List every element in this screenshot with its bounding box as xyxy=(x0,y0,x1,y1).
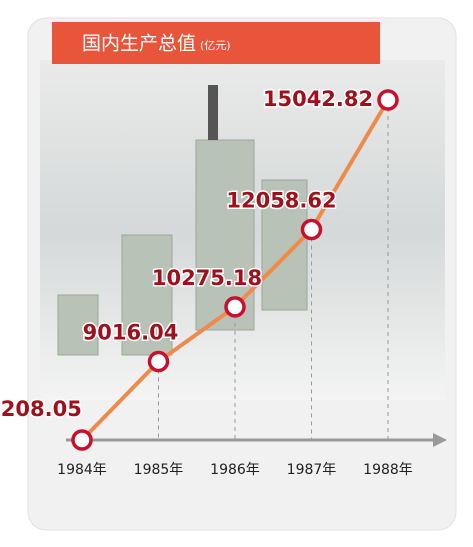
point xyxy=(300,218,323,241)
x-tick-label: 1984年 xyxy=(57,462,107,478)
point xyxy=(71,429,93,451)
point xyxy=(377,89,399,111)
unit: (亿元) xyxy=(200,39,231,52)
value-label: 7208.05 xyxy=(0,397,82,421)
point xyxy=(224,296,246,318)
value-label: 12058.62 xyxy=(226,189,336,213)
value-label: 15042.82 xyxy=(263,87,373,111)
x-tick-label: 1988年 xyxy=(363,462,413,478)
x-tick-label: 1987年 xyxy=(287,462,337,478)
chart-title: 国内生产总值 xyxy=(82,33,196,55)
x-tick-label: 1985年 xyxy=(134,462,184,478)
point xyxy=(147,350,170,373)
value-label: 9016.04 xyxy=(83,321,179,345)
value-label: 10275.18 xyxy=(152,266,262,290)
x-tick-label: 1986年 xyxy=(210,462,260,478)
axis-arrow xyxy=(433,433,447,447)
title-banner xyxy=(52,22,380,64)
